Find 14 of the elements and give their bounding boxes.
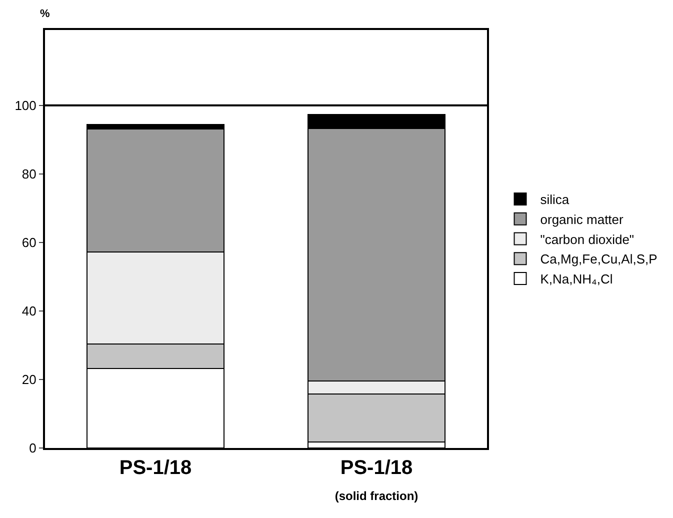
legend-label: Ca,Mg,Fe,Cu,Al,S,P <box>540 252 658 267</box>
y-tick-label: 40 <box>22 304 36 318</box>
y-tick-label: 100 <box>14 98 36 113</box>
legend-label: silica <box>540 192 570 208</box>
y-tick-label: 60 <box>22 234 36 250</box>
legend-label: K,Na,NH₄,Cl <box>540 272 613 287</box>
y-tick-label: 0 <box>29 440 36 456</box>
x-tick-label: PS-1/18 (solid fraction) <box>334 457 418 503</box>
legend-label: organic matter <box>540 212 624 227</box>
y-tick-label: 80 <box>22 166 36 182</box>
legend-label: "carbon dioxide" <box>540 232 634 247</box>
y-axis-title: % <box>40 8 50 20</box>
y-tick-label: 20 <box>22 372 36 388</box>
x-tick-label: PS-1/18 <box>119 457 192 479</box>
